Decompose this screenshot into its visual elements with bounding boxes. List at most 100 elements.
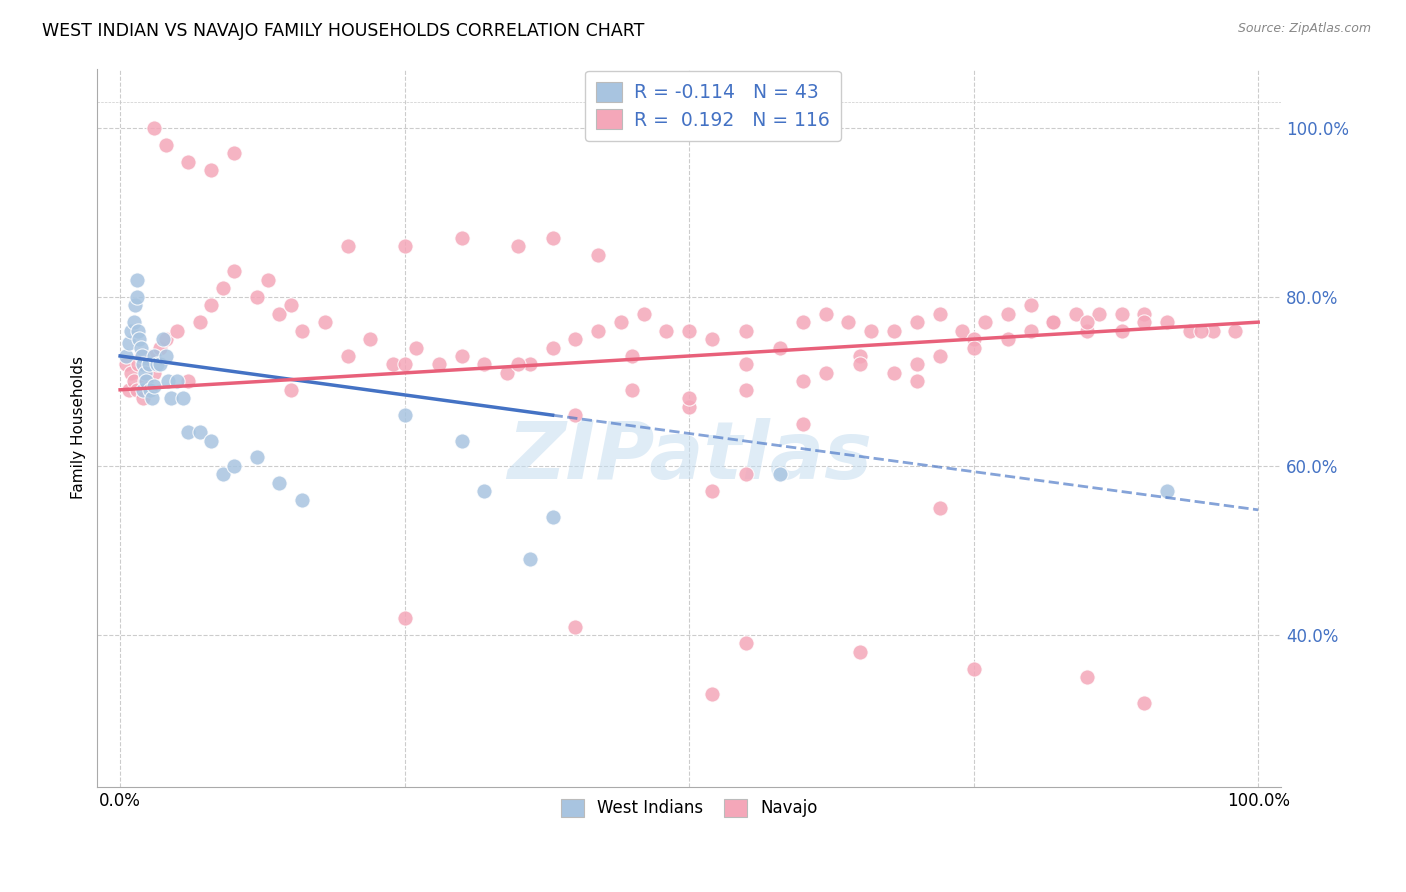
Point bbox=[963, 341, 986, 355]
Point bbox=[155, 349, 177, 363]
Point bbox=[188, 315, 211, 329]
Point bbox=[291, 492, 314, 507]
Point bbox=[1064, 307, 1087, 321]
Point bbox=[132, 383, 155, 397]
Point bbox=[135, 375, 157, 389]
Point bbox=[769, 467, 792, 482]
Point bbox=[405, 341, 427, 355]
Point bbox=[974, 315, 997, 329]
Point bbox=[541, 509, 564, 524]
Point bbox=[963, 332, 986, 346]
Point bbox=[143, 120, 166, 135]
Point bbox=[700, 484, 723, 499]
Point bbox=[122, 375, 145, 389]
Point bbox=[1225, 324, 1247, 338]
Point bbox=[508, 358, 530, 372]
Point bbox=[1042, 315, 1064, 329]
Point bbox=[222, 458, 245, 473]
Point bbox=[860, 324, 883, 338]
Point bbox=[883, 324, 905, 338]
Point bbox=[586, 247, 609, 261]
Y-axis label: Family Households: Family Households bbox=[72, 356, 86, 500]
Point bbox=[222, 146, 245, 161]
Point bbox=[1133, 696, 1156, 710]
Point bbox=[678, 400, 700, 414]
Point bbox=[655, 324, 678, 338]
Point bbox=[394, 239, 416, 253]
Point bbox=[633, 307, 655, 321]
Point bbox=[143, 366, 166, 380]
Point bbox=[1076, 315, 1098, 329]
Text: WEST INDIAN VS NAVAJO FAMILY HOUSEHOLDS CORRELATION CHART: WEST INDIAN VS NAVAJO FAMILY HOUSEHOLDS … bbox=[42, 22, 644, 40]
Point bbox=[246, 290, 269, 304]
Point bbox=[114, 358, 136, 372]
Point bbox=[200, 163, 222, 178]
Point bbox=[735, 324, 758, 338]
Point bbox=[1019, 298, 1042, 312]
Point bbox=[280, 383, 302, 397]
Point bbox=[1042, 315, 1064, 329]
Point bbox=[172, 391, 194, 405]
Point bbox=[177, 375, 200, 389]
Legend: West Indians, Navajo: West Indians, Navajo bbox=[553, 790, 825, 826]
Point bbox=[1189, 324, 1212, 338]
Point bbox=[166, 324, 188, 338]
Point bbox=[1111, 307, 1133, 321]
Point bbox=[138, 358, 160, 372]
Point bbox=[997, 332, 1019, 346]
Point bbox=[222, 264, 245, 278]
Point bbox=[735, 358, 758, 372]
Point bbox=[155, 137, 177, 152]
Point bbox=[314, 315, 336, 329]
Point bbox=[541, 341, 564, 355]
Point bbox=[138, 358, 160, 372]
Point bbox=[127, 358, 149, 372]
Point bbox=[360, 332, 382, 346]
Point bbox=[134, 375, 156, 389]
Point bbox=[143, 349, 166, 363]
Point bbox=[118, 383, 141, 397]
Point bbox=[149, 358, 172, 372]
Point bbox=[291, 324, 314, 338]
Point bbox=[152, 332, 174, 346]
Point bbox=[269, 475, 291, 490]
Point bbox=[1088, 307, 1111, 321]
Point bbox=[849, 349, 872, 363]
Point bbox=[280, 298, 302, 312]
Point bbox=[997, 307, 1019, 321]
Point bbox=[792, 315, 814, 329]
Point bbox=[735, 467, 758, 482]
Point bbox=[160, 391, 183, 405]
Point bbox=[188, 425, 211, 439]
Point bbox=[1076, 324, 1098, 338]
Point bbox=[519, 552, 541, 566]
Point bbox=[127, 273, 149, 287]
Point bbox=[735, 383, 758, 397]
Point bbox=[1133, 307, 1156, 321]
Point bbox=[122, 315, 145, 329]
Point bbox=[132, 391, 155, 405]
Point bbox=[519, 358, 541, 372]
Point bbox=[127, 324, 149, 338]
Point bbox=[156, 375, 179, 389]
Point bbox=[200, 298, 222, 312]
Point bbox=[700, 332, 723, 346]
Point bbox=[394, 611, 416, 625]
Point bbox=[963, 662, 986, 676]
Point bbox=[257, 273, 280, 287]
Point bbox=[1178, 324, 1201, 338]
Point bbox=[1156, 315, 1178, 329]
Point bbox=[1201, 324, 1223, 338]
Point bbox=[132, 358, 155, 372]
Point bbox=[131, 349, 153, 363]
Text: Source: ZipAtlas.com: Source: ZipAtlas.com bbox=[1237, 22, 1371, 36]
Point bbox=[450, 349, 472, 363]
Point bbox=[508, 239, 530, 253]
Point bbox=[610, 315, 633, 329]
Point bbox=[814, 366, 837, 380]
Point bbox=[134, 366, 156, 380]
Point bbox=[837, 315, 859, 329]
Point bbox=[564, 408, 586, 422]
Point bbox=[849, 645, 872, 659]
Point bbox=[905, 358, 928, 372]
